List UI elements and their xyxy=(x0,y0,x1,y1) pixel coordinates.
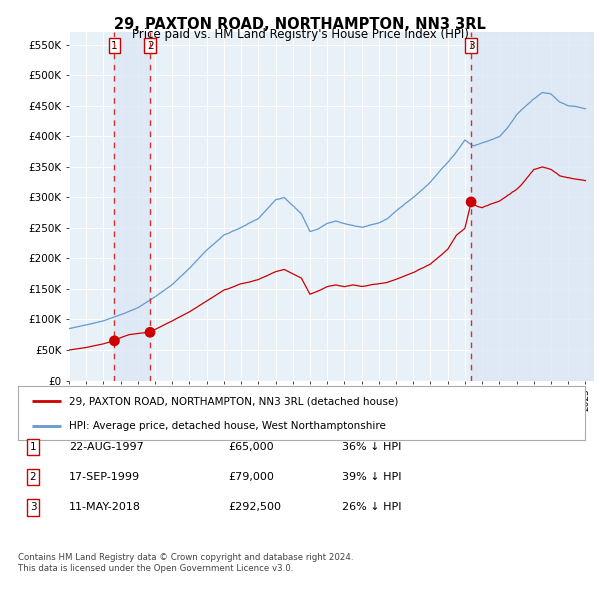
Text: 3: 3 xyxy=(29,503,37,512)
Text: 39% ↓ HPI: 39% ↓ HPI xyxy=(342,472,401,481)
Text: 1: 1 xyxy=(29,442,37,451)
Point xyxy=(110,336,119,346)
Text: Price paid vs. HM Land Registry's House Price Index (HPI): Price paid vs. HM Land Registry's House … xyxy=(131,28,469,41)
Text: 29, PAXTON ROAD, NORTHAMPTON, NN3 3RL (detached house): 29, PAXTON ROAD, NORTHAMPTON, NN3 3RL (d… xyxy=(69,396,398,407)
Bar xyxy=(115,32,150,381)
Text: 22-AUG-1997: 22-AUG-1997 xyxy=(69,442,144,451)
Text: 11-MAY-2018: 11-MAY-2018 xyxy=(69,503,141,512)
Bar xyxy=(471,32,594,381)
Text: 3: 3 xyxy=(468,41,475,51)
Text: 2: 2 xyxy=(147,41,154,51)
Text: £292,500: £292,500 xyxy=(228,503,281,512)
Text: 2: 2 xyxy=(29,472,37,481)
Text: £65,000: £65,000 xyxy=(228,442,274,451)
Text: Contains HM Land Registry data © Crown copyright and database right 2024.
This d: Contains HM Land Registry data © Crown c… xyxy=(18,553,353,573)
Text: 29, PAXTON ROAD, NORTHAMPTON, NN3 3RL: 29, PAXTON ROAD, NORTHAMPTON, NN3 3RL xyxy=(114,17,486,31)
Text: 26% ↓ HPI: 26% ↓ HPI xyxy=(342,503,401,512)
Text: HPI: Average price, detached house, West Northamptonshire: HPI: Average price, detached house, West… xyxy=(69,421,386,431)
Text: 36% ↓ HPI: 36% ↓ HPI xyxy=(342,442,401,451)
Text: £79,000: £79,000 xyxy=(228,472,274,481)
Text: 17-SEP-1999: 17-SEP-1999 xyxy=(69,472,140,481)
Point xyxy=(145,327,155,337)
Point xyxy=(466,197,476,206)
Text: 1: 1 xyxy=(111,41,118,51)
